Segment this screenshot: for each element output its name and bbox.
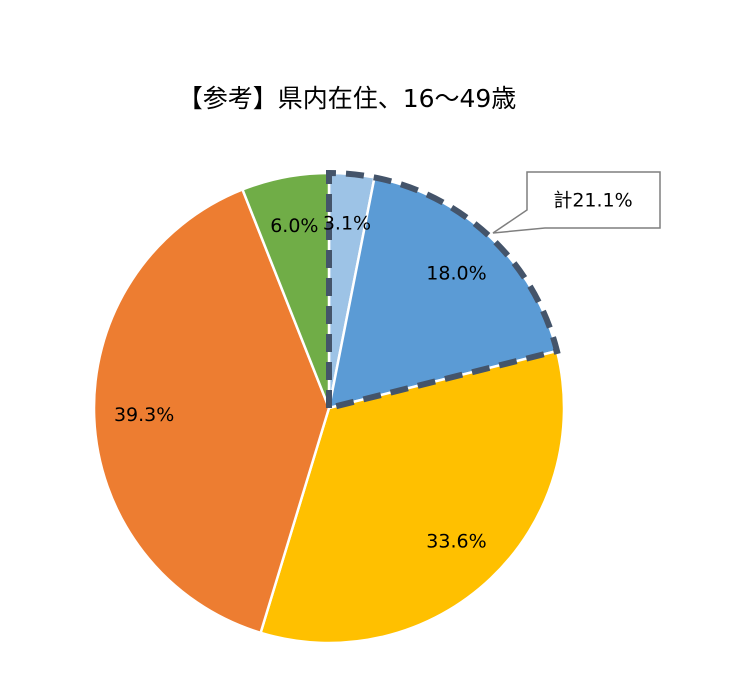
data-label: 39.3%	[114, 404, 174, 426]
data-label: 6.0%	[270, 215, 318, 237]
chart-title: 【参考】県内在住、16～49歳	[178, 84, 517, 113]
pie-slice	[259, 349, 566, 645]
data-label: 33.6%	[426, 531, 486, 553]
pie-slice	[92, 187, 331, 635]
data-label: 3.1%	[323, 212, 371, 234]
data-label: 18.0%	[426, 262, 486, 284]
highlight-outline	[326, 169, 561, 412]
callout-label: 計21.1%	[553, 190, 632, 212]
callout-box	[492, 171, 661, 234]
